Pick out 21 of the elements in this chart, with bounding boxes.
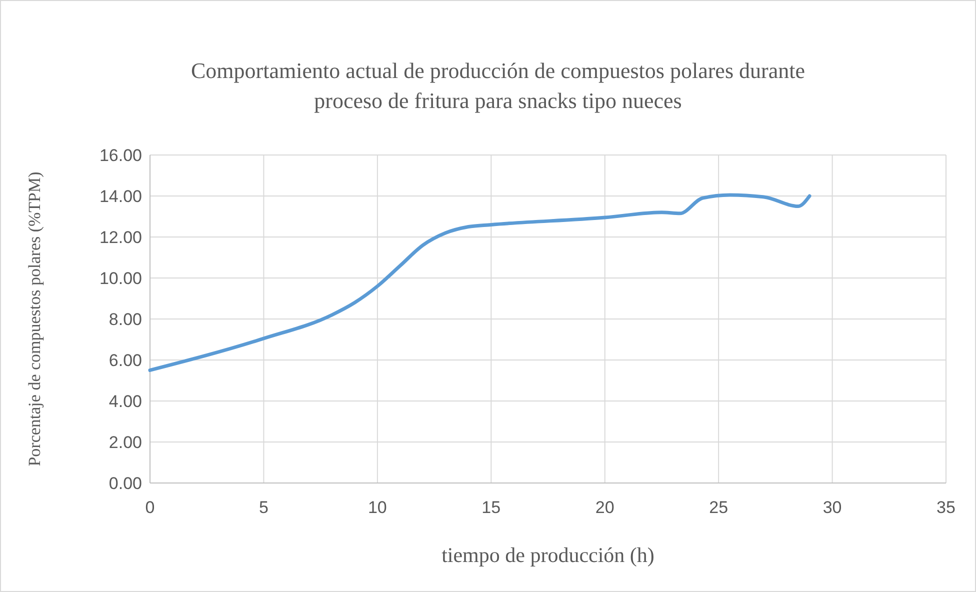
y-tick-label: 8.00	[108, 310, 142, 329]
y-tick-label: 6.00	[108, 350, 142, 370]
x-tick-label: 35	[936, 498, 956, 517]
x-tick-label: 15	[482, 498, 501, 517]
x-tick-label: 10	[368, 498, 387, 517]
x-tick-label: 30	[822, 498, 842, 517]
x-tick-label: 0	[145, 498, 155, 517]
chart-title: Comportamiento actual de producción de compuestos polares durante proceso de fritura para snacks tipo nueces	[191, 58, 805, 113]
x-tick-label: 25	[709, 498, 728, 517]
y-tick-label: 14.00	[99, 186, 142, 206]
y-tick-label: 0.00	[108, 474, 142, 493]
y-tick-label: 12.00	[99, 228, 142, 247]
y-tick-label: 10.00	[99, 268, 142, 288]
line-series	[148, 193, 812, 372]
x-tick-label: 5	[258, 498, 268, 517]
y-tick-label: 16.00	[99, 146, 142, 165]
x-axis-title: tiempo de producción (h)	[442, 543, 654, 567]
y-tick-label: 2.00	[108, 432, 142, 452]
y-tick-label: 4.00	[108, 392, 142, 411]
x-tick-label: 20	[595, 498, 614, 517]
y-axis-title: Porcentaje de compuestos polares (%TPM)	[25, 172, 44, 466]
